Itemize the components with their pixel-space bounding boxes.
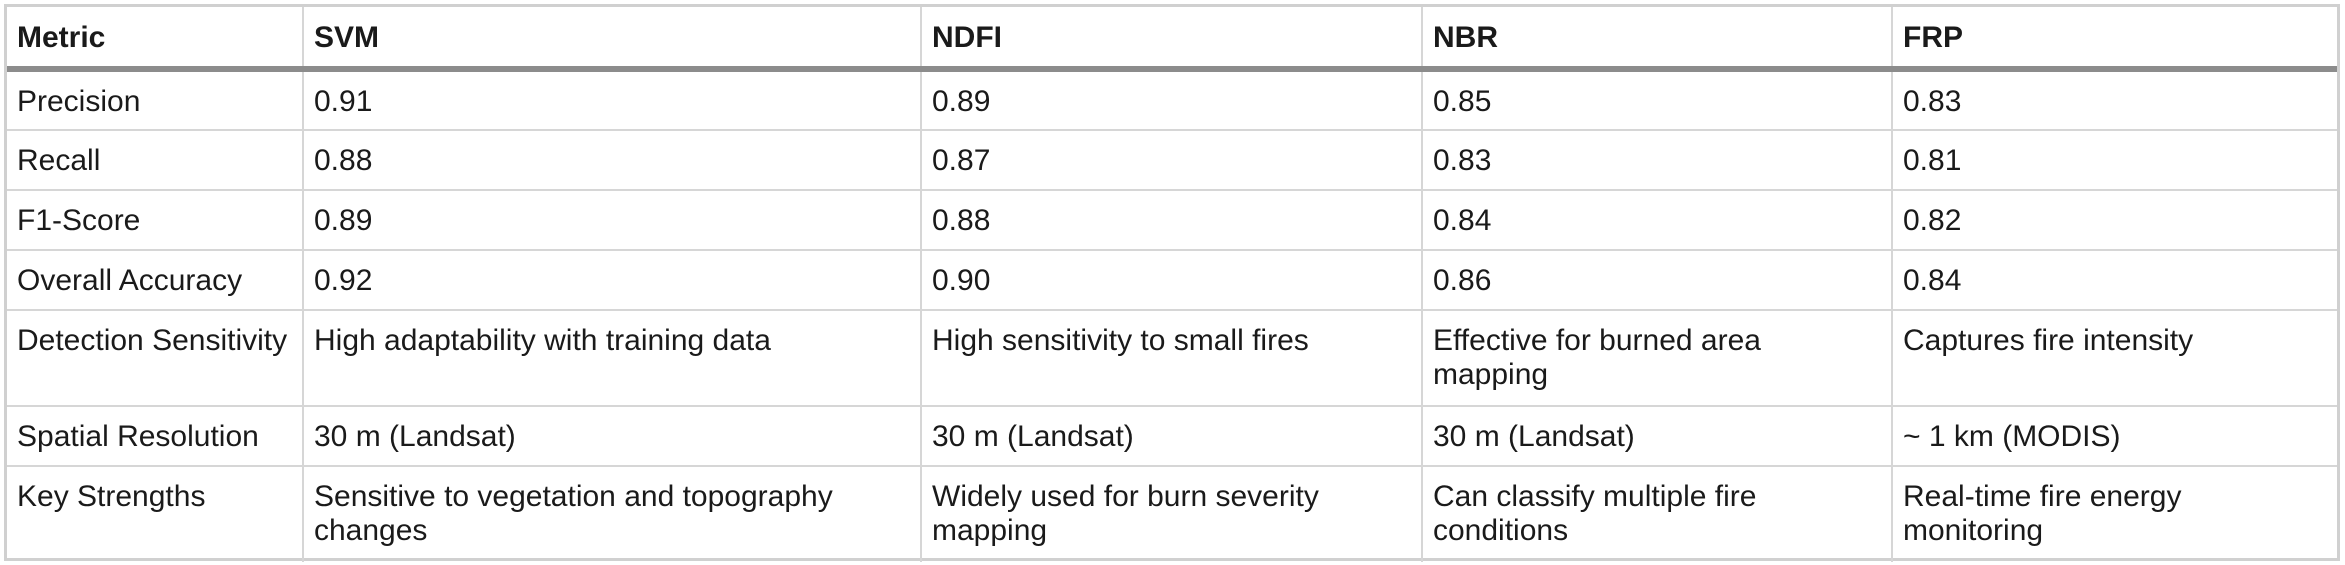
comparison-table-container: Metric SVM NDFI NBR FRP Precision 0.91 0…: [4, 4, 2340, 562]
comparison-table: Metric SVM NDFI NBR FRP Precision 0.91 0…: [7, 7, 2337, 562]
table-cell: 30 m (Landsat): [1422, 406, 1893, 467]
table-cell: ~ 1 km (MODIS): [1892, 406, 2337, 467]
row-label: F1-Score: [7, 190, 304, 251]
table-row: Overall Accuracy 0.92 0.90 0.86 0.84: [7, 250, 2337, 311]
header-row: Metric SVM NDFI NBR FRP: [7, 7, 2337, 72]
table-cell: High sensitivity to small fires: [921, 310, 1423, 407]
table-cell: Captures fire intensity: [1892, 310, 2337, 407]
row-label: Spatial Resolution: [7, 406, 304, 467]
table-row: F1-Score 0.89 0.88 0.84 0.82: [7, 190, 2337, 251]
table-cell: Effective for burned area mapping: [1422, 310, 1893, 407]
table-cell: 0.88: [303, 130, 922, 191]
row-label: Precision: [7, 69, 304, 131]
table-header: Metric SVM NDFI NBR FRP: [7, 7, 2337, 72]
table-row: Key Strengths Sensitive to vegetation an…: [7, 466, 2337, 562]
table-cell: 0.89: [303, 190, 922, 251]
header-cell-nbr: NBR: [1422, 7, 1893, 72]
row-label: Overall Accuracy: [7, 250, 304, 311]
header-cell-svm: SVM: [303, 7, 922, 72]
table-row: Spatial Resolution 30 m (Landsat) 30 m (…: [7, 406, 2337, 467]
table-cell: 0.82: [1892, 190, 2337, 251]
header-cell-frp: FRP: [1892, 7, 2337, 72]
table-row: Precision 0.91 0.89 0.85 0.83: [7, 69, 2337, 131]
table-cell: Can classify multiple fire conditions: [1422, 466, 1893, 562]
table-cell: 0.85: [1422, 69, 1893, 131]
table-cell: 0.90: [921, 250, 1423, 311]
table-cell: 0.84: [1422, 190, 1893, 251]
table-cell: 0.89: [921, 69, 1423, 131]
header-cell-metric: Metric: [7, 7, 304, 72]
table-cell: 30 m (Landsat): [303, 406, 922, 467]
row-label: Detection Sensitivity: [7, 310, 304, 407]
table-cell: 0.84: [1892, 250, 2337, 311]
table-body: Precision 0.91 0.89 0.85 0.83 Recall 0.8…: [7, 69, 2337, 562]
table-cell: Sensitive to vegetation and topography c…: [303, 466, 922, 562]
table-cell: High adaptability with training data: [303, 310, 922, 407]
table-row: Recall 0.88 0.87 0.83 0.81: [7, 130, 2337, 191]
table-cell: 0.88: [921, 190, 1423, 251]
table-cell: 0.87: [921, 130, 1423, 191]
table-cell: 0.91: [303, 69, 922, 131]
row-label: Recall: [7, 130, 304, 191]
table-cell: 30 m (Landsat): [921, 406, 1423, 467]
table-row: Detection Sensitivity High adaptability …: [7, 310, 2337, 407]
table-cell: 0.86: [1422, 250, 1893, 311]
table-cell: 0.83: [1892, 69, 2337, 131]
table-cell: 0.92: [303, 250, 922, 311]
table-cell: Widely used for burn severity mapping: [921, 466, 1423, 562]
table-cell: Real-time fire energy monitoring: [1903, 480, 2182, 547]
table-cell: 0.81: [1892, 130, 2337, 191]
table-cell: 0.83: [1422, 130, 1893, 191]
row-label: Key Strengths: [7, 466, 304, 562]
header-cell-ndfi: NDFI: [921, 7, 1423, 72]
